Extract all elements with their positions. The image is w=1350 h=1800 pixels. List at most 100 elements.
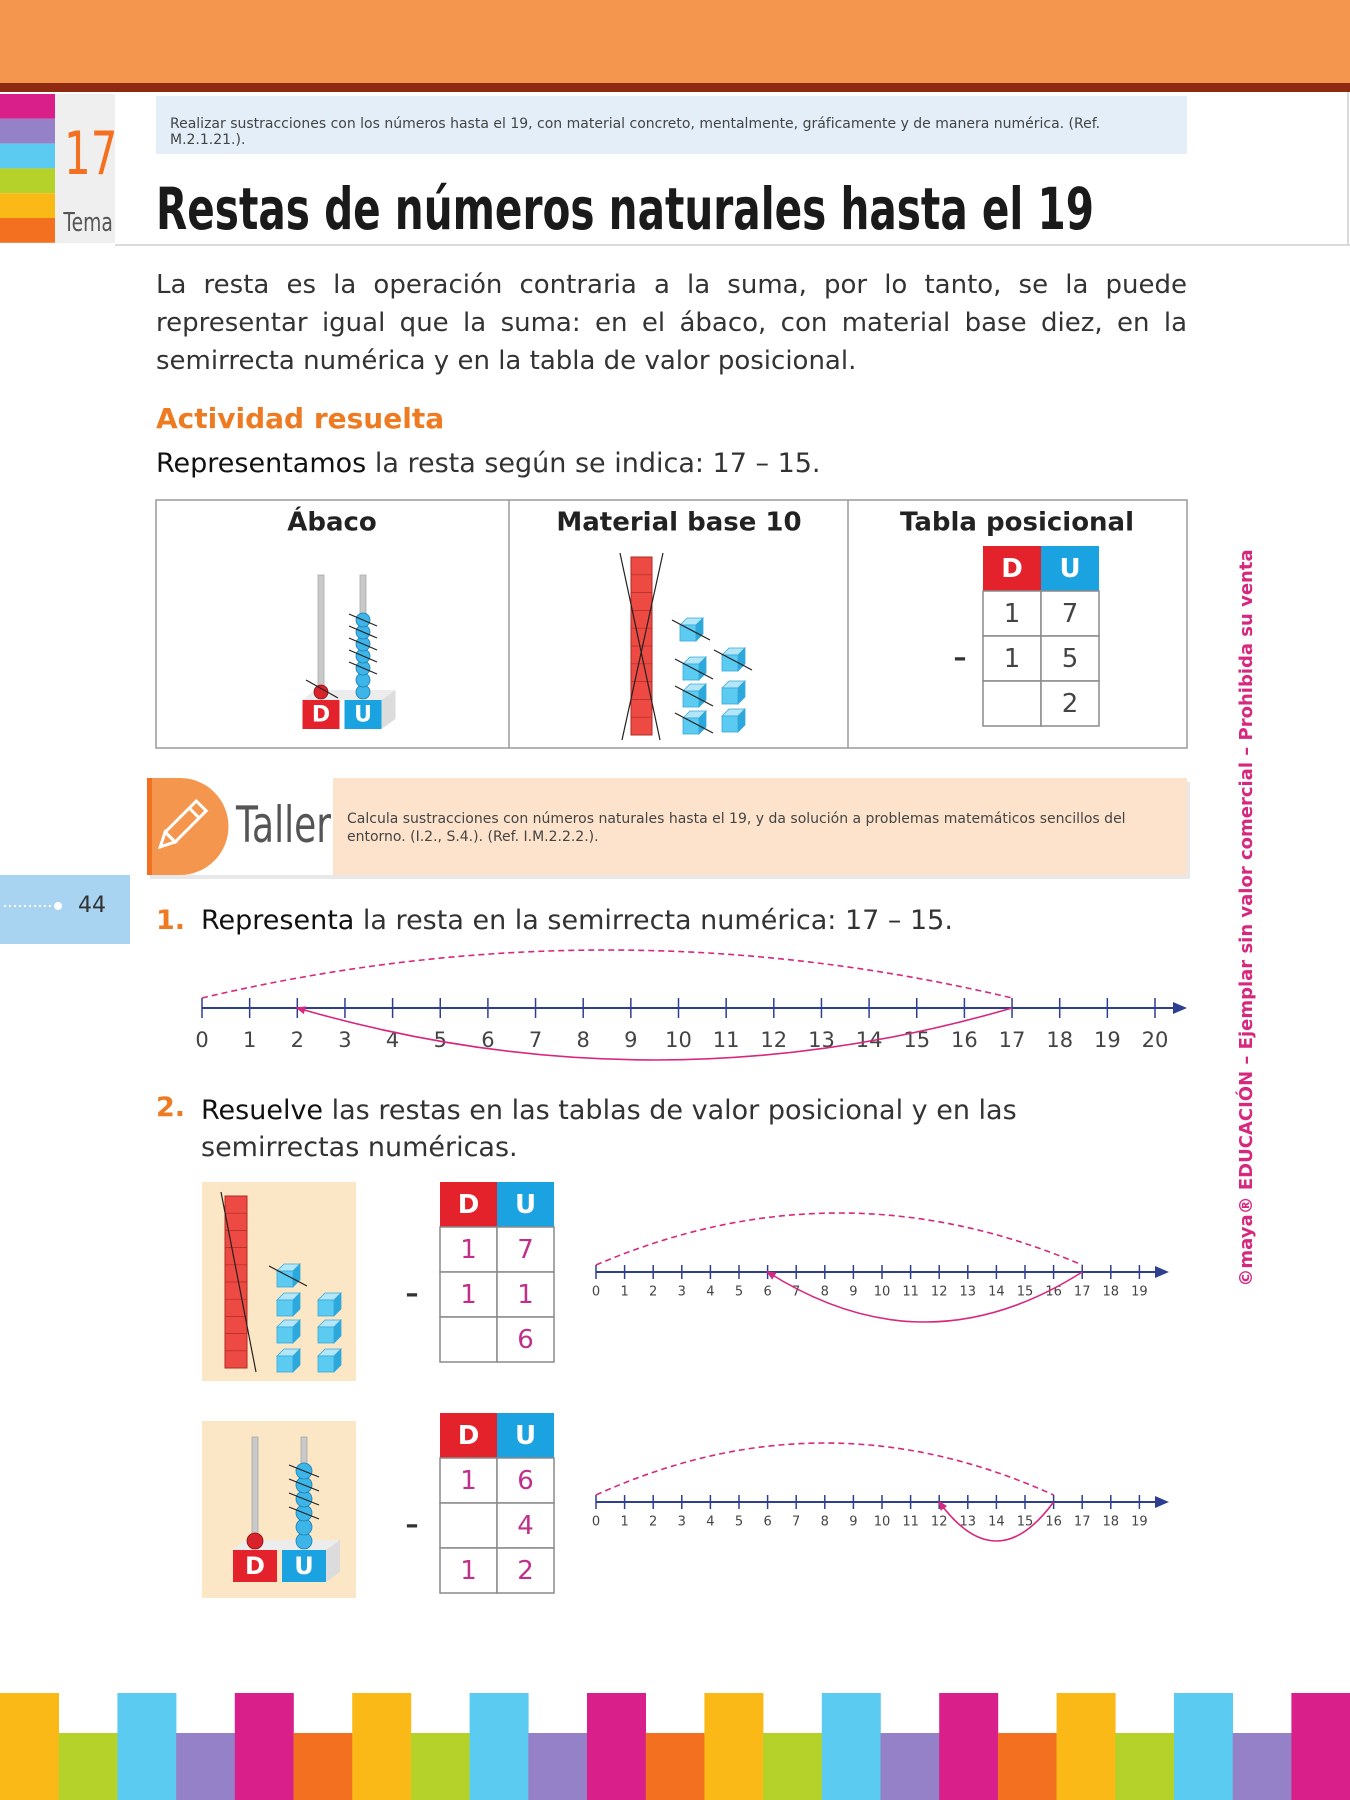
table-digit: 1 [1004,599,1021,629]
instruction-text: la resta según se indica: 17 – 15. [366,448,821,479]
number-line-arrow [1155,1266,1169,1278]
footer-block [0,1693,59,1800]
table-digit: 1 [460,1466,477,1496]
abacus-base [326,1540,340,1582]
table-header: D [458,1421,480,1451]
number-line-label: 16 [951,1028,978,1052]
number-line-label: 15 [1017,1515,1034,1530]
cross-out [713,649,753,671]
side-note: ©maya® EDUCACIÓN – Ejemplar sin valor co… [1235,549,1257,1286]
number-line-label: 3 [678,1285,686,1300]
table-header: U [515,1190,536,1220]
cross-out [348,625,378,639]
number-line-label: 1 [620,1515,628,1530]
table-cell [439,1316,498,1363]
footer-block [293,1733,353,1800]
color-tab [0,94,55,119]
exercise-text: Resuelve las restas en las tablas de val… [201,1092,1131,1166]
color-tab [0,168,55,194]
abacus-tens-block [302,700,340,729]
exercise-rest: la resta en la semirrecta numérica: 17 –… [354,905,953,936]
instruction-bold: Representamos [156,448,367,479]
pencil-icon [188,806,201,819]
footer-block [587,1693,646,1800]
number-line-label: 7 [792,1285,800,1300]
cross-out [674,685,714,707]
number-line-label: 13 [960,1285,977,1300]
number-line-label: 1 [243,1028,256,1052]
table-digit: 4 [517,1511,534,1541]
number-line-label: 0 [592,1515,600,1530]
abacus-rod [317,574,325,701]
jump-arc-dashed [595,1212,1083,1266]
abacus-bead [295,1532,313,1550]
top-band [0,0,1350,83]
tema-number: 17 [64,119,118,189]
number-line-label: 10 [665,1028,692,1052]
number-line-label: 9 [849,1285,857,1300]
number-line-label: 5 [434,1028,447,1052]
footer-block [821,1693,881,1800]
unit-cube [721,708,746,733]
jump-arc-dashed [201,949,1013,999]
objective-box [156,96,1187,154]
number-line-label: 5 [735,1285,743,1300]
number-line-label: 3 [678,1515,686,1530]
abacus-label: D [312,703,330,728]
abacus-tens-block [233,1550,277,1582]
activity-frame [155,499,1188,749]
table-cell [982,680,1042,727]
column-heading: Ábaco [287,506,377,538]
cross-out [348,661,378,675]
exercise-number: 1. [156,905,186,936]
footer-block [939,1693,999,1800]
table-header-cell [497,1182,554,1227]
number-line-label: 0 [195,1028,208,1052]
cross-out [348,649,378,663]
footer-block [1115,1733,1175,1800]
unit-cube [276,1263,301,1288]
footer-block [1056,1693,1116,1800]
table-header-cell [1041,546,1099,591]
number-line-label: 17 [1074,1515,1091,1530]
taller-label: Taller [235,797,331,854]
number-line-label: 4 [706,1285,714,1300]
table-header-cell [440,1182,497,1227]
number-line-label: 12 [760,1028,787,1052]
table-digit: 1 [517,1280,534,1310]
abacus-label: D [245,1552,265,1580]
number-line-label: 9 [849,1515,857,1530]
footer-block [469,1693,529,1800]
table-digit: 7 [1062,599,1079,629]
title: Restas de números naturales hasta el 19 [156,175,1094,243]
exercise-bold: Representa [201,905,355,936]
unit-cube [721,680,746,705]
footer-block [1291,1693,1350,1800]
abacus-bead-tens [246,1532,264,1550]
table-cell [1040,680,1100,727]
cross-out [619,552,661,741]
number-line-label: 2 [291,1028,304,1052]
number-line-label: 18 [1046,1028,1073,1052]
number-line-label: 6 [481,1028,494,1052]
cross-out [288,1506,320,1520]
number-line-label: 20 [1142,1028,1169,1052]
column-heading: Material base 10 [556,508,801,538]
number-line-label: 8 [821,1515,829,1530]
table-cell [496,1316,555,1363]
cross-out [288,1464,320,1478]
table-header-cell [440,1413,497,1458]
cross-out [671,619,711,641]
abacus-bead-tens [313,684,329,700]
footer-block [997,1733,1057,1800]
footer-block [528,1733,588,1800]
number-line-label: 11 [902,1285,919,1300]
table-cell [439,1502,498,1549]
top-strip [0,83,1350,92]
activity-instruction: Representamos la resta según se indica: … [156,448,821,479]
table-digit: 6 [517,1466,534,1496]
page-number: 44 [78,893,106,918]
number-line-label: 2 [649,1285,657,1300]
number-line-label: 19 [1131,1285,1148,1300]
